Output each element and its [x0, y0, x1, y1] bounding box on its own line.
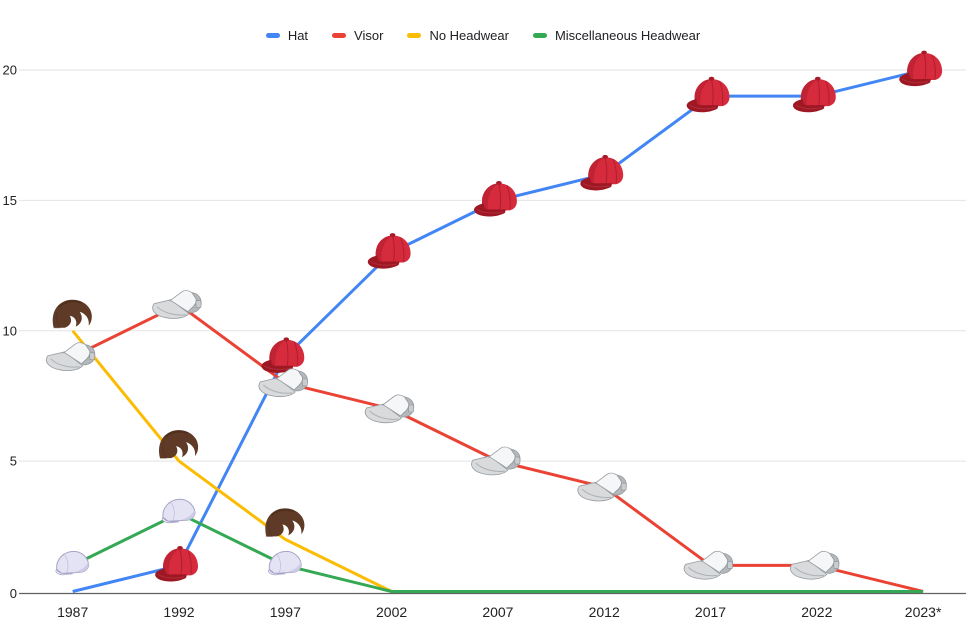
- white-cap-marker-icon: [161, 498, 196, 524]
- chart-legend: Hat Visor No Headwear Miscellaneous Headwea…: [0, 26, 966, 44]
- red-cap-marker-icon: [792, 76, 837, 113]
- legend-label: Miscellaneous Headwear: [554, 27, 701, 43]
- legend-dash-icon: [532, 32, 547, 38]
- legend-item-miscellaneous-headwear: Miscellaneous Headwear: [532, 27, 701, 43]
- white-cap-marker-icon: [268, 550, 302, 576]
- legend-item-no-headwear: No Headwear: [407, 28, 509, 43]
- legend-dash-icon: [407, 32, 422, 38]
- x-tick-label-1997: 1997: [270, 604, 301, 620]
- legend-item-visor: Visor: [332, 28, 383, 43]
- brown-hair-marker-icon: [51, 298, 93, 329]
- red-cap-marker-icon: [898, 50, 943, 87]
- x-tick-label-2023: 2023*: [905, 604, 942, 620]
- y-tick-label-5: 5: [10, 454, 17, 469]
- red-cap-marker-icon: [154, 545, 199, 583]
- red-cap-marker-icon: [686, 76, 730, 113]
- brown-hair-marker-icon: [264, 507, 306, 538]
- legend-item-hat: Hat: [265, 27, 309, 43]
- series-line-visor: [72, 303, 924, 593]
- gray-visor-marker-icon: [364, 394, 415, 424]
- legend-dash-icon: [332, 32, 347, 38]
- y-tick-label-0: 0: [10, 586, 17, 601]
- red-cap-marker-icon: [579, 154, 624, 191]
- legend-label: Hat: [287, 27, 309, 43]
- x-tick-label-2022: 2022: [801, 604, 832, 620]
- x-tick-label-2002: 2002: [376, 604, 407, 620]
- legend-dash-icon: [265, 32, 280, 38]
- y-tick-label-20: 20: [3, 63, 17, 78]
- gray-visor-marker-icon: [683, 550, 734, 580]
- x-tick-label-2012: 2012: [589, 604, 620, 620]
- gray-visor-marker-icon: [45, 342, 96, 372]
- legend-label: Visor: [354, 27, 384, 43]
- brown-hair-marker-icon: [157, 428, 200, 460]
- x-tick-label-1987: 1987: [57, 604, 88, 620]
- red-cap-marker-icon: [367, 232, 412, 270]
- legend-label: No Headwear: [429, 27, 509, 43]
- gray-visor-marker-icon: [258, 368, 308, 398]
- series-line-miscellaneous-headwear: [72, 511, 924, 593]
- x-tick-label-2007: 2007: [482, 604, 513, 620]
- red-cap-marker-icon: [473, 180, 518, 218]
- x-tick-label-2017: 2017: [695, 604, 726, 620]
- y-tick-label-15: 15: [3, 193, 17, 208]
- x-tick-label-1992: 1992: [163, 604, 194, 620]
- gray-visor-marker-icon: [789, 550, 840, 580]
- y-tick-label-10: 10: [3, 323, 17, 338]
- white-cap-marker-icon: [55, 550, 90, 576]
